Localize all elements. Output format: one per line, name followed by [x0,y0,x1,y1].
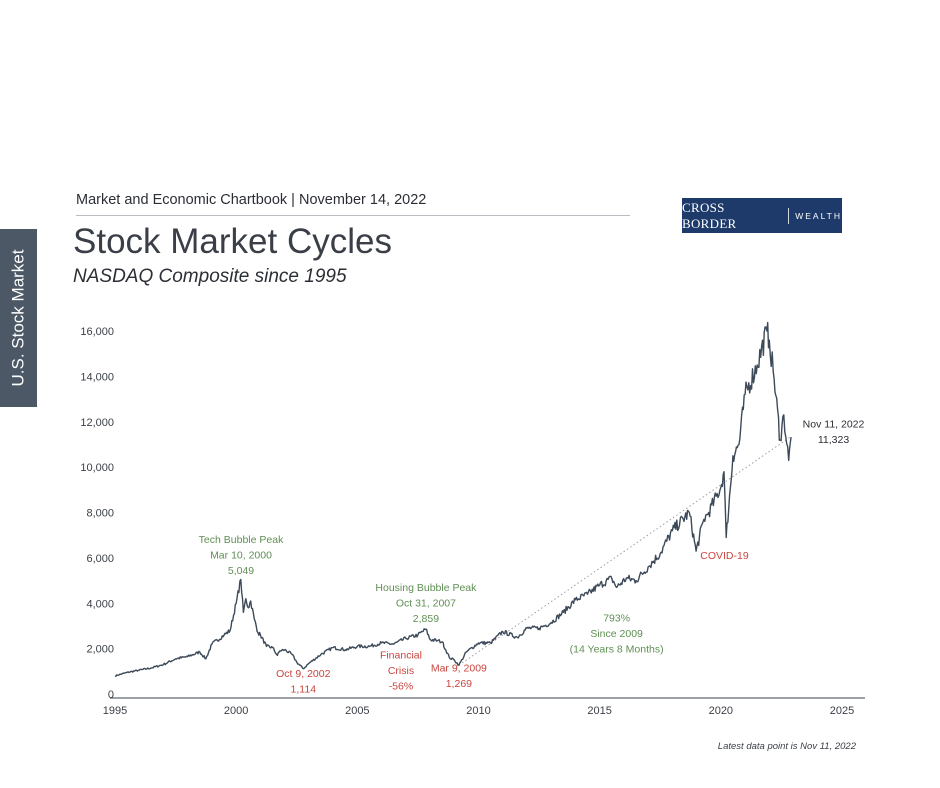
header-divider [76,215,630,216]
annotation-line: Tech Bubble Peak [199,534,284,546]
annotation-line: -56% [389,680,414,692]
annotation-line: Housing Bubble Peak [375,582,477,594]
footnote: Latest data point is Nov 11, 2022 [717,741,856,752]
x-tick-label: 2020 [709,705,733,717]
annotation-line: COVID-19 [700,550,749,562]
annotation-line: 11,323 [818,434,849,446]
annotation-line: 1,269 [446,678,472,690]
annotation-latest: Nov 11, 2022 11,323 [803,418,865,446]
nasdaq-series-line [114,321,792,677]
annotation-covid: COVID-19 [700,550,749,562]
y-tick-label: 4,000 [86,598,114,610]
brand-logo: CROSS BORDER WEALTH [682,198,842,233]
annotation-line: 5,049 [228,565,254,577]
x-tick-label: 2000 [224,705,248,717]
page-subtitle: NASDAQ Composite since 1995 [73,266,347,287]
annotation-line: 1,114 [291,683,317,695]
annotation-line: Financial [380,649,422,661]
y-tick-label: 6,000 [86,553,114,565]
annotation-oct-2002: Oct 9, 2002 1,114 [276,668,330,696]
annotation-line: Crisis [388,665,414,677]
y-tick-label: 16,000 [80,326,114,338]
annotation-mar-2009: Mar 9, 2009 1,269 [431,662,487,690]
annotation-line: 793% [603,612,630,624]
y-tick-label: 8,000 [86,508,114,520]
y-tick-label: 14,000 [80,371,114,383]
annotation-tech-peak: Tech Bubble Peak Mar 10, 2000 5,049 [199,534,284,577]
annotation-line: Nov 11, 2022 [803,418,865,430]
logo-sub-text: WEALTH [795,210,842,221]
x-tick-label: 2005 [345,705,369,717]
x-tick-label: 2010 [466,705,490,717]
y-tick-label: 10,000 [80,462,114,474]
x-tick-label: 2025 [830,705,854,717]
annotation-financial-crisis: Financial Crisis -56% [380,649,422,692]
annotation-line: Since 2009 [590,628,643,640]
logo-divider [788,207,790,224]
annotation-line: (14 Years 8 Months) [570,643,664,655]
y-tick-label: 2,000 [86,644,114,656]
x-tick-label: 2015 [587,705,611,717]
y-tick-label: 12,000 [80,417,114,429]
annotation-line: 2,859 [413,613,439,625]
y-tick-label: 0 [108,689,114,701]
annotation-line: Oct 31, 2007 [396,597,456,609]
logo-main-text: CROSS BORDER [682,199,737,231]
annotation-housing-peak: Housing Bubble Peak Oct 31, 2007 2,859 [375,582,477,625]
trend-line [458,436,791,666]
annotation-line: Mar 10, 2000 [210,550,272,562]
annotation-line: Oct 9, 2002 [276,668,330,680]
x-tick-label: 1995 [103,705,127,717]
annotation-line: Mar 9, 2009 [431,662,487,674]
chartbook-header: Market and Economic Chartbook | November… [76,192,427,208]
section-tab: U.S. Stock Market [0,229,37,407]
page-title: Stock Market Cycles [73,222,392,261]
annotation-rally: 793% Since 2009 (14 Years 8 Months) [570,612,664,655]
